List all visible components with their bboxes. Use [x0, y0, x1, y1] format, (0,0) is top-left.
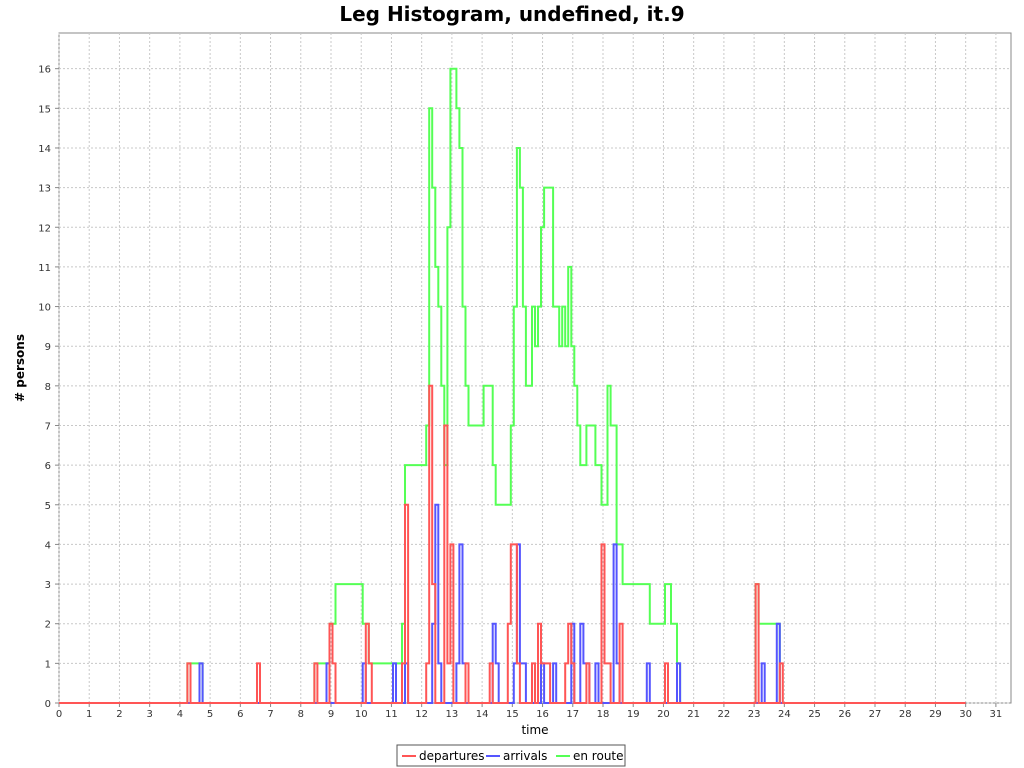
x-tick-label: 21: [687, 709, 700, 720]
x-tick-label: 22: [718, 709, 731, 720]
legend-label-departures: departures: [419, 749, 485, 763]
x-tick-label: 27: [869, 709, 882, 720]
series-lines: [59, 67, 966, 704]
x-tick-label: 31: [990, 709, 1003, 720]
y-tick-label: 12: [38, 223, 51, 234]
x-tick-label: 5: [207, 709, 213, 720]
x-tick-label: 7: [267, 709, 273, 720]
y-tick-label: 6: [45, 461, 51, 472]
x-axis-ticks: 0 1 2 3 4 5 6 7 8 9 10 11 12 13 14 15 16 17 18 19 20 21 22 23 24…: [56, 703, 1002, 720]
x-tick-label: 4: [177, 709, 183, 720]
x-tick-label: 20: [657, 709, 670, 720]
y-axis-label: # persons: [13, 334, 27, 402]
x-tick-label: 16: [536, 709, 549, 720]
series-line-arrivals: [59, 503, 966, 704]
legend-label-arrivals: arrivals: [503, 749, 547, 763]
series-line-departures: [59, 384, 966, 704]
y-tick-label: 14: [38, 144, 51, 155]
x-tick-label: 10: [355, 709, 368, 720]
x-tick-label: 0: [56, 709, 62, 720]
x-tick-label: 18: [597, 709, 610, 720]
y-tick-label: 13: [38, 184, 51, 195]
x-tick-label: 1: [86, 709, 92, 720]
grid-lines: [58, 33, 1011, 704]
x-axis-label: time: [521, 723, 548, 737]
x-tick-label: 25: [808, 709, 821, 720]
x-tick-label: 13: [446, 709, 459, 720]
y-tick-label: 5: [45, 501, 51, 512]
y-tick-label: 9: [45, 342, 51, 353]
x-tick-label: 30: [959, 709, 972, 720]
y-tick-label: 8: [45, 382, 51, 393]
legend-label-en-route: en route: [573, 749, 624, 763]
x-tick-label: 12: [415, 709, 428, 720]
x-tick-label: 28: [899, 709, 912, 720]
x-tick-label: 26: [838, 709, 851, 720]
y-tick-label: 7: [45, 421, 51, 432]
y-tick-label: 2: [45, 620, 51, 631]
y-tick-label: 3: [45, 580, 51, 591]
x-tick-label: 17: [566, 709, 579, 720]
x-tick-label: 8: [298, 709, 304, 720]
legend-box: [396, 744, 626, 767]
y-tick-label: 15: [38, 104, 51, 115]
legend: departures arrivals en route: [396, 744, 626, 767]
chart-title: Leg Histogram, undefined, it.9: [339, 2, 684, 26]
y-tick-label: 1: [45, 659, 51, 670]
y-tick-label: 4: [45, 540, 51, 551]
x-tick-label: 23: [748, 709, 761, 720]
x-tick-label: 19: [627, 709, 640, 720]
x-tick-label: 29: [929, 709, 942, 720]
y-tick-label: 10: [38, 303, 51, 314]
x-tick-label: 2: [116, 709, 122, 720]
y-tick-label: 11: [38, 263, 51, 274]
y-tick-label: 0: [45, 699, 51, 710]
x-tick-label: 6: [237, 709, 243, 720]
x-tick-label: 3: [146, 709, 152, 720]
y-tick-label: 16: [38, 65, 51, 76]
plot-area: [58, 32, 1012, 704]
x-tick-label: 24: [778, 709, 791, 720]
x-tick-label: 11: [385, 709, 398, 720]
x-tick-label: 14: [476, 709, 489, 720]
x-tick-label: 15: [506, 709, 519, 720]
x-tick-label: 9: [328, 709, 334, 720]
